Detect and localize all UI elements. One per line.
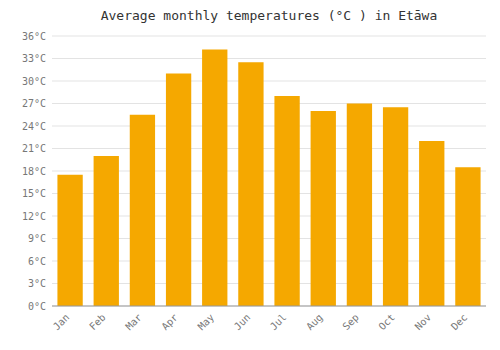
bar [419, 141, 444, 306]
x-tick-label: Nov [413, 312, 434, 333]
bar [94, 156, 119, 306]
x-tick-label: Dec [449, 312, 470, 333]
x-tick-label: May [196, 312, 217, 333]
bar [455, 167, 480, 306]
y-tick-label: 18°C [22, 166, 46, 177]
grid-line [52, 306, 486, 307]
y-tick-label: 33°C [22, 53, 46, 64]
x-tick-label: Feb [87, 312, 108, 333]
grid-line [52, 103, 486, 104]
bar [238, 62, 263, 306]
page: {"chart_data": {"type": "bar", "title": … [0, 0, 500, 350]
y-tick-label: 0°C [28, 301, 46, 312]
y-tick-label: 3°C [28, 278, 46, 289]
bar [202, 50, 227, 307]
title: Average monthly temperatures (°C ) in Et… [101, 8, 438, 23]
x-tick-label: Jan [51, 312, 72, 333]
x-tick-label: Jun [232, 312, 253, 333]
grid-line [52, 58, 486, 59]
x-axis-line [52, 306, 486, 307]
y-tick-label: 6°C [28, 256, 46, 267]
grid-line [52, 126, 486, 127]
x-tick-label: Mar [123, 312, 144, 333]
bar [166, 74, 191, 307]
y-tick-label: 21°C [22, 143, 46, 154]
bar [130, 115, 155, 306]
x-tick-label: Jul [268, 312, 289, 333]
y-tick-label: 9°C [28, 233, 46, 244]
bars [57, 50, 480, 307]
y-tick-label: 30°C [22, 76, 46, 87]
y-tick-label: 27°C [22, 98, 46, 109]
y-tick-label: 12°C [22, 211, 46, 222]
bar [57, 175, 82, 306]
x-tick-label: Apr [159, 312, 180, 333]
grid-line [52, 36, 486, 37]
x-tick-label: Sep [340, 312, 361, 333]
chart: Average monthly temperatures (°C ) in Et… [0, 0, 500, 350]
y-tick-label: 36°C [22, 31, 46, 42]
x-tick-label: Aug [304, 312, 325, 333]
x-axis: Jan Feb Mar Apr May Jun Jul Aug Sep Oct Nov Dec [51, 312, 469, 333]
y-tick-label: 15°C [22, 188, 46, 199]
y-axis: 0°C 3°C 6°C 9°C 12°C 15°C 18°C 21°C 24°C 27°C 30°C… [22, 31, 486, 312]
y-tick-label: 24°C [22, 121, 46, 132]
bar [274, 96, 299, 306]
x-tick-label: Oct [376, 312, 397, 333]
bar [383, 107, 408, 306]
bar [311, 111, 336, 306]
grid-line [52, 81, 486, 82]
bar [347, 104, 372, 307]
